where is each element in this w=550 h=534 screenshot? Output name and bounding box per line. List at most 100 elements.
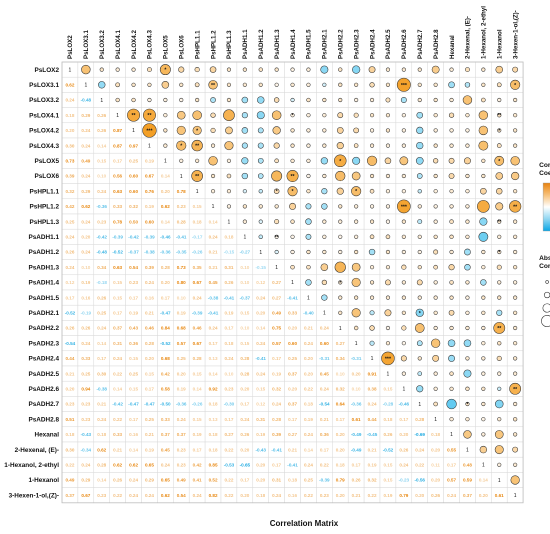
coefficient-label: 0.18 xyxy=(224,235,233,240)
coefficient-label: 0.20 xyxy=(65,128,74,133)
correlation-circle xyxy=(479,445,488,454)
column-label: PsHPL1.3 xyxy=(226,30,233,59)
coefficient-label: 0.60 xyxy=(320,341,329,346)
row-label: PsADH2.6 xyxy=(28,386,59,393)
correlation-circle xyxy=(290,67,295,72)
correlation-circle xyxy=(495,202,504,211)
coefficient-label: 0.38 xyxy=(368,387,377,392)
row-label: PsADH2.4 xyxy=(28,356,59,363)
correlation-circle xyxy=(478,231,489,242)
coefficient-label: 0.17 xyxy=(288,417,297,422)
correlation-circle xyxy=(271,110,282,120)
correlation-circle xyxy=(257,173,264,179)
coefficient-label: 0.75 xyxy=(272,326,281,331)
correlation-circle xyxy=(369,340,375,346)
correlation-circle xyxy=(481,249,486,255)
coefficient-label: 0.15 xyxy=(240,311,249,316)
correlation-circle xyxy=(354,249,359,255)
correlation-circle xyxy=(354,204,359,209)
coefficient-label: -0.39 xyxy=(319,478,330,483)
row-label: PsLOX5 xyxy=(34,158,59,165)
correlation-circle xyxy=(338,249,343,255)
coefficient-label: -0.41 xyxy=(224,295,235,300)
correlation-circle xyxy=(417,204,422,209)
significance-mark: * xyxy=(355,189,358,195)
coefficient-label: 0.65 xyxy=(161,478,170,483)
correlation-circle xyxy=(464,248,471,256)
coefficient-label: 0.28 xyxy=(415,417,424,422)
coefficient-label: 0.33 xyxy=(113,204,122,209)
coefficient-label: 0.25 xyxy=(97,311,106,316)
correlation-circle xyxy=(433,189,438,194)
diagonal-label: 1 xyxy=(339,326,342,332)
coefficient-label: 0.23 xyxy=(97,493,106,498)
correlation-circle xyxy=(274,82,279,87)
correlation-circle xyxy=(258,189,263,194)
coefficient-label: 0.10 xyxy=(224,371,233,376)
coefficient-label: 0.14 xyxy=(193,387,202,392)
correlation-circle xyxy=(242,204,247,209)
correlation-circle xyxy=(495,65,504,74)
row-label: PsADH1.2 xyxy=(28,249,59,256)
coefficient-label: -0.69 xyxy=(415,432,426,437)
legend: CorrelationCoefficient1.00.50.0-0.5-1.0A… xyxy=(539,162,550,327)
coefficient-label: 0.67 xyxy=(193,280,202,285)
correlation-circle xyxy=(481,401,486,407)
coefficient-label: 0.57 xyxy=(447,478,456,483)
correlation-circle xyxy=(385,173,391,179)
coefficient-label: 0.18 xyxy=(288,478,297,483)
correlation-circle xyxy=(192,110,202,120)
correlation-circle xyxy=(401,310,406,315)
coefficient-label: 0.24 xyxy=(129,493,138,498)
correlation-circle xyxy=(481,82,486,87)
coefficient-label: 0.37 xyxy=(463,493,472,498)
coefficient-label: 0.17 xyxy=(447,463,456,468)
correlation-circle xyxy=(192,125,202,135)
coefficient-label: 0.31 xyxy=(272,478,281,483)
coefficient-label: 0.16 xyxy=(81,295,90,300)
coefficient-label: -0.31 xyxy=(351,356,362,361)
coefficient-label: 0.17 xyxy=(320,447,329,452)
coefficient-label: 0.25 xyxy=(145,417,154,422)
coefficient-label: 0.15 xyxy=(113,295,122,300)
coefficient-label: 0.85 xyxy=(209,463,218,468)
correlation-circle xyxy=(416,385,424,393)
coefficient-label: -0.50 xyxy=(160,402,171,407)
column-label: PsADH2.8 xyxy=(433,29,440,59)
correlation-circle xyxy=(433,249,439,255)
correlation-circle xyxy=(497,113,502,118)
coefficient-label: 0.97 xyxy=(129,143,138,148)
coefficient-label: 0.19 xyxy=(81,280,90,285)
column-label: PsADH2.4 xyxy=(369,29,376,59)
column-label: 2-Hexenal, (E)- xyxy=(465,16,472,59)
correlation-circle xyxy=(433,264,438,270)
coefficient-label: 0.32 xyxy=(272,387,281,392)
correlation-circle xyxy=(163,113,168,118)
correlation-circle xyxy=(131,97,136,103)
correlation-circle xyxy=(381,351,395,366)
correlation-circle xyxy=(131,67,136,72)
column-label: PsADH2.5 xyxy=(385,29,392,59)
coefficient-label: 0.15 xyxy=(129,356,138,361)
coefficient-label: 0.39 xyxy=(65,174,74,179)
coefficient-label: 0.24 xyxy=(304,341,313,346)
correlation-circle xyxy=(401,143,406,148)
coefficient-label: 0.31 xyxy=(256,417,265,422)
diagonal-label: 1 xyxy=(387,371,390,377)
coefficient-label: 0.68 xyxy=(161,356,170,361)
correlation-circle xyxy=(322,219,327,224)
correlation-circle xyxy=(496,309,503,316)
coefficient-label: -0.48 xyxy=(81,98,92,103)
coefficient-label: 0.14 xyxy=(113,387,122,392)
correlation-circle xyxy=(338,97,343,103)
correlation-circle xyxy=(335,170,346,182)
column-label: PsLOX4.3 xyxy=(147,30,154,59)
column-label: PsADH2.7 xyxy=(417,29,424,59)
correlation-circle xyxy=(306,67,311,72)
correlation-circle xyxy=(449,386,454,391)
correlation-circle xyxy=(351,262,361,272)
coefficient-label: 0.32 xyxy=(368,478,377,483)
coefficient-label: 0.28 xyxy=(97,463,106,468)
correlation-circle xyxy=(509,200,522,213)
diagonal-label: 1 xyxy=(132,128,135,134)
